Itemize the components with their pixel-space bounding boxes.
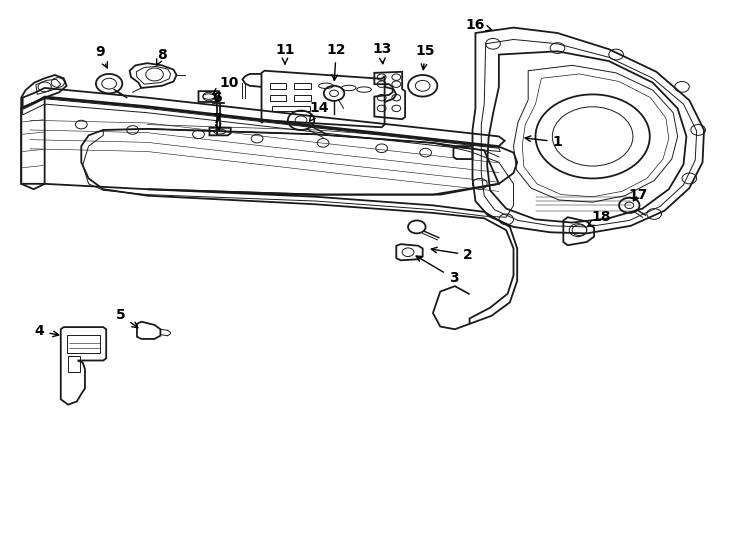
Text: 18: 18 xyxy=(588,210,611,226)
Text: 7: 7 xyxy=(212,112,222,130)
Text: 2: 2 xyxy=(432,247,473,262)
Text: 8: 8 xyxy=(156,48,167,65)
Text: 14: 14 xyxy=(310,102,329,121)
Text: 6: 6 xyxy=(212,91,222,105)
Text: 12: 12 xyxy=(327,43,346,80)
Text: 3: 3 xyxy=(416,256,458,285)
Text: 9: 9 xyxy=(95,45,107,68)
Text: 10: 10 xyxy=(213,76,239,94)
Text: 1: 1 xyxy=(525,135,562,149)
Text: 15: 15 xyxy=(416,44,435,70)
Text: 4: 4 xyxy=(34,325,59,339)
Text: 5: 5 xyxy=(116,308,138,328)
Text: 16: 16 xyxy=(466,18,492,32)
Text: 11: 11 xyxy=(275,43,294,64)
Text: 17: 17 xyxy=(628,187,647,201)
Text: 13: 13 xyxy=(372,42,391,64)
